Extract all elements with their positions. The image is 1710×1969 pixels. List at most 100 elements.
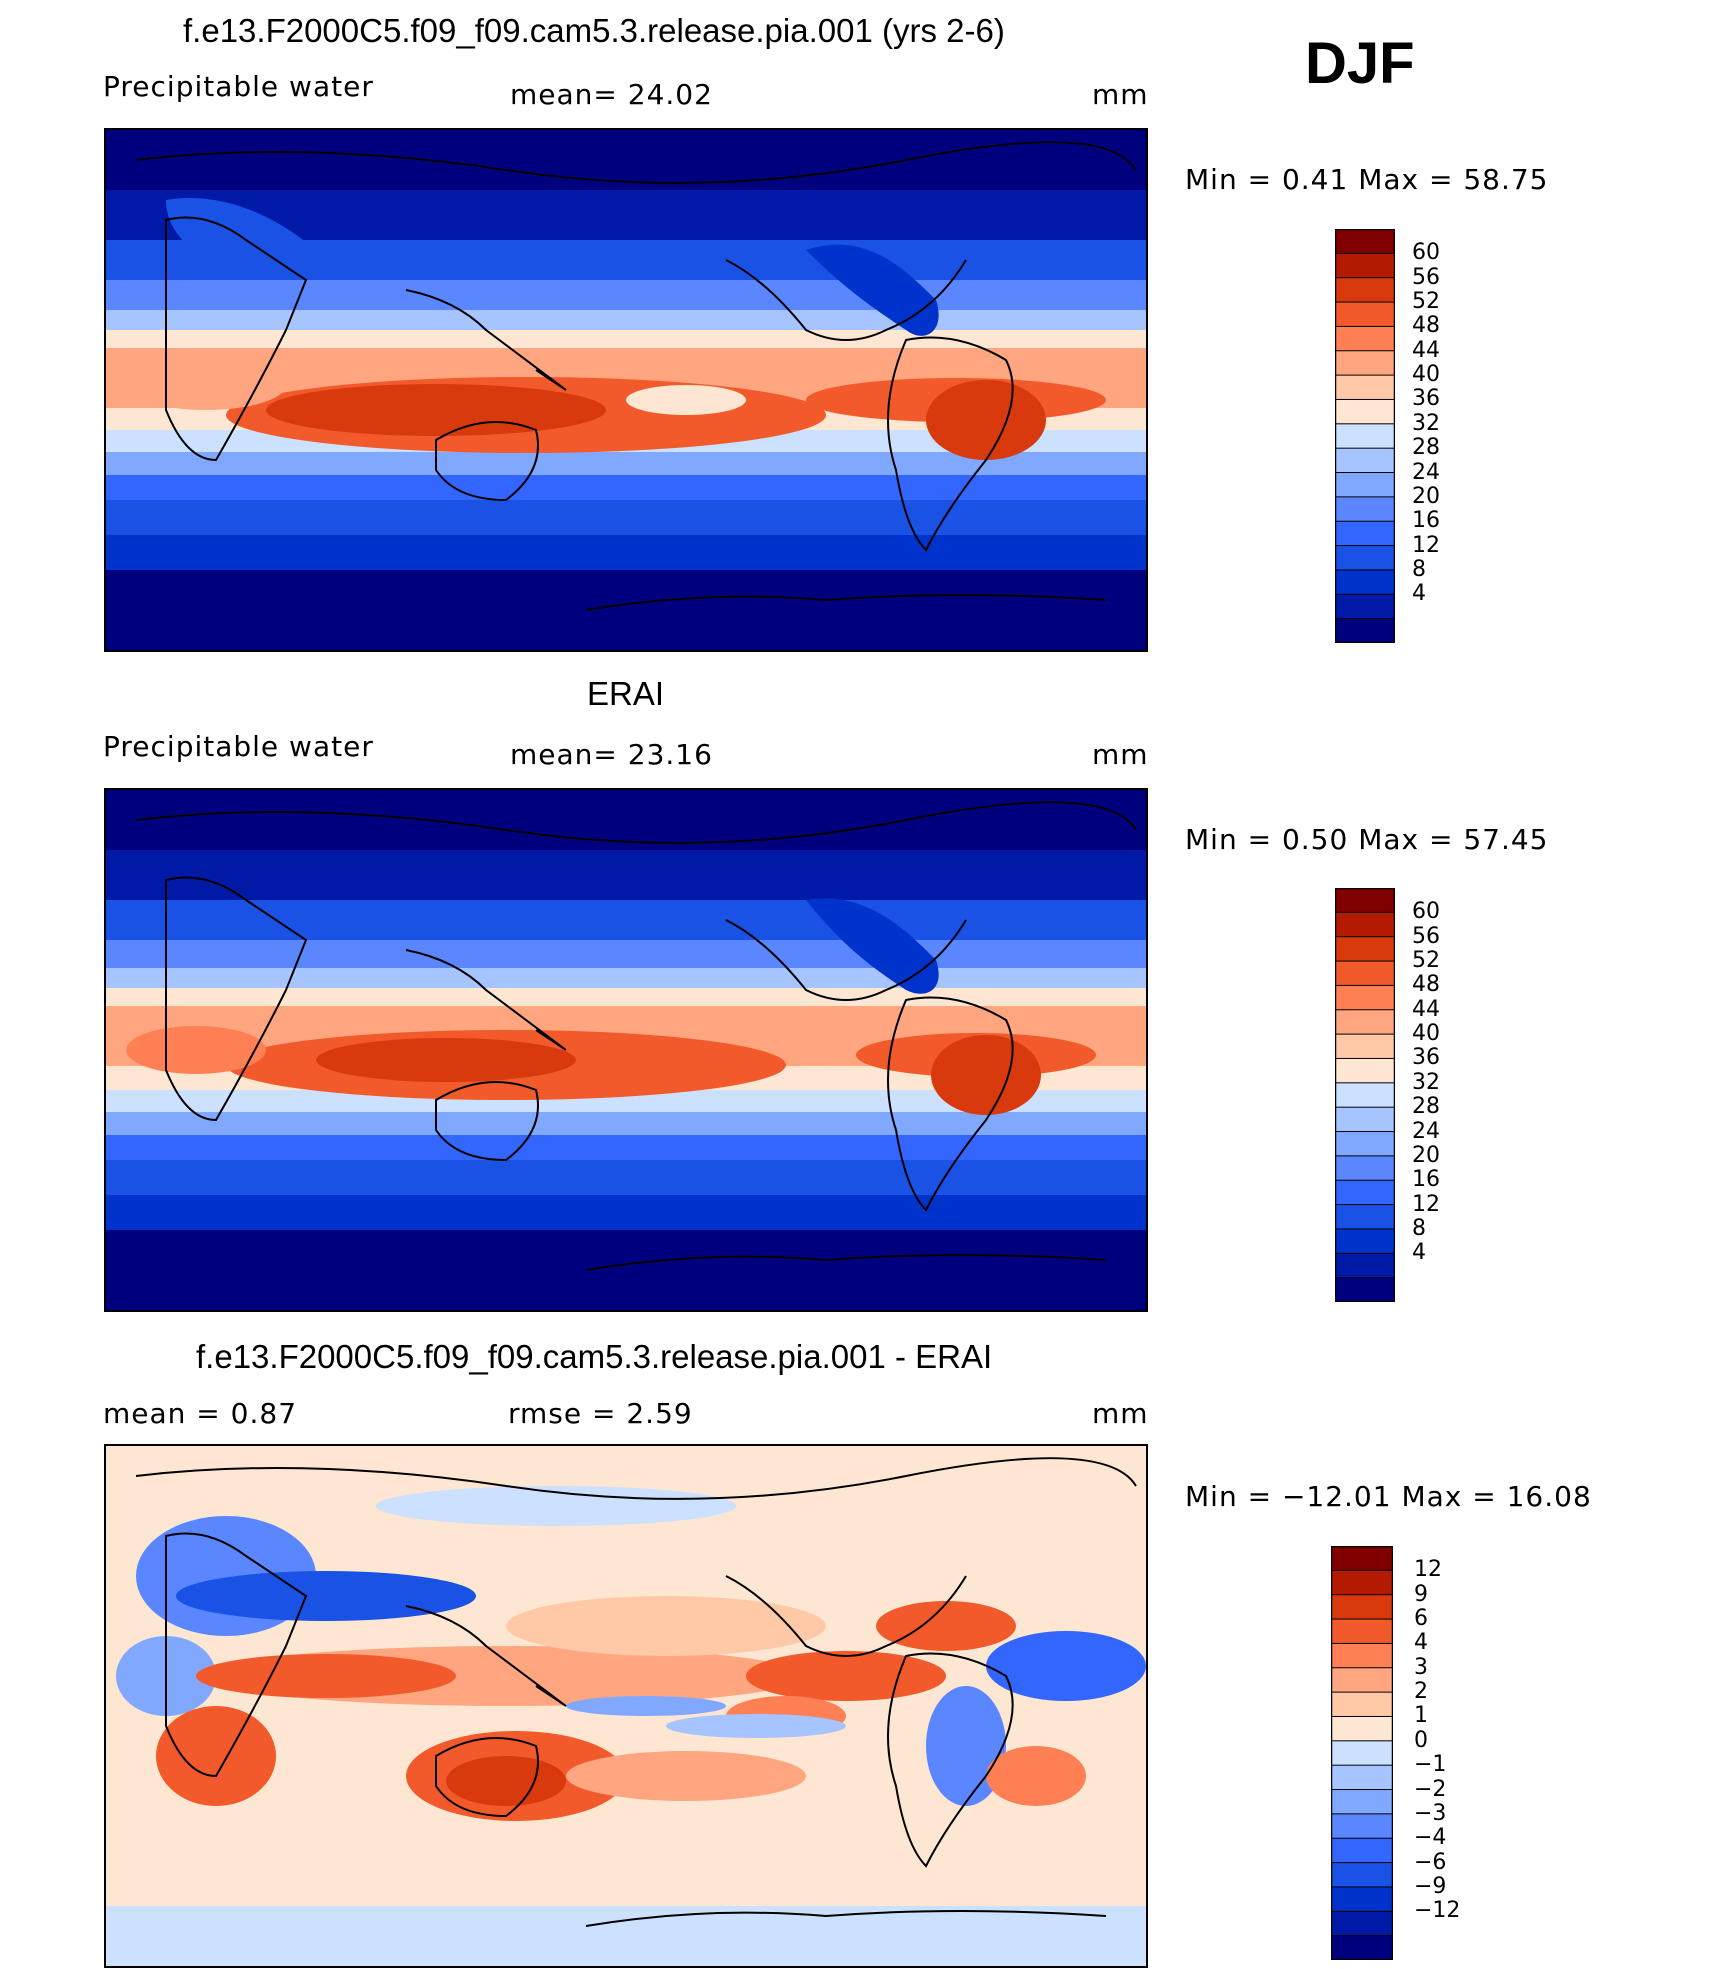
map-diff bbox=[104, 1444, 1148, 1968]
colorbar-tick-label: 12 bbox=[1414, 1557, 1442, 1583]
colorbar-swatch bbox=[1330, 1594, 1394, 1621]
colorbar-obs bbox=[1334, 887, 1396, 1304]
colorbar-swatch bbox=[1334, 593, 1396, 620]
colorbar-swatch bbox=[1330, 1910, 1394, 1937]
colorbar-tick-label: 2 bbox=[1414, 1679, 1428, 1705]
colorbar-tick-label: 16 bbox=[1412, 508, 1440, 534]
colorbar-swatch bbox=[1334, 423, 1396, 450]
colorbar-swatch bbox=[1330, 1813, 1394, 1840]
colorbar-swatch bbox=[1334, 887, 1396, 914]
panel-rmse-diff: rmse = 2.59 bbox=[508, 1397, 693, 1430]
panel-title-diff: f.e13.F2000C5.f09_f09.cam5.3.release.pia… bbox=[196, 1338, 993, 1375]
colorbar-swatch bbox=[1334, 1204, 1396, 1230]
colorbar-tick-label: 48 bbox=[1412, 972, 1440, 998]
colorbar-tick-label: 56 bbox=[1412, 923, 1440, 949]
colorbar-swatch bbox=[1334, 1131, 1396, 1157]
colorbar-tick-label: −6 bbox=[1414, 1849, 1447, 1875]
colorbar-swatch bbox=[1330, 1569, 1394, 1596]
panel-units-model: mm bbox=[1092, 78, 1149, 111]
panel-mean-obs: mean= 23.16 bbox=[510, 738, 713, 771]
colorbar-swatch bbox=[1334, 1252, 1396, 1279]
colorbar-tick-label: 24 bbox=[1412, 459, 1440, 485]
panel-minmax-diff: Min = −12.01 Max = 16.08 bbox=[1185, 1480, 1592, 1513]
panel-title-obs: ERAI bbox=[587, 675, 665, 712]
colorbar-swatch bbox=[1334, 1082, 1396, 1109]
colorbar-tick-label: 32 bbox=[1412, 410, 1440, 436]
colorbar-swatch bbox=[1334, 545, 1396, 571]
colorbar-swatch bbox=[1330, 1691, 1394, 1718]
colorbar-swatch bbox=[1334, 1228, 1396, 1255]
colorbar-model-swatches bbox=[1334, 228, 1396, 645]
colorbar-swatch bbox=[1334, 228, 1396, 255]
colorbar-tick-label: 4 bbox=[1414, 1630, 1428, 1656]
colorbar-tick-label: 20 bbox=[1412, 483, 1440, 509]
colorbar-swatch bbox=[1330, 1545, 1394, 1572]
colorbar-swatch bbox=[1334, 374, 1396, 401]
colorbar-swatch bbox=[1334, 350, 1396, 377]
panel-variable-model: Precipitable water bbox=[103, 70, 374, 103]
colorbar-tick-label: 20 bbox=[1412, 1142, 1440, 1168]
colorbar-tick-label: 28 bbox=[1412, 435, 1440, 461]
map-model-field bbox=[106, 130, 1146, 650]
colorbar-swatch bbox=[1330, 1764, 1394, 1791]
colorbar-swatch bbox=[1330, 1862, 1394, 1888]
colorbar-tick-label: 48 bbox=[1412, 313, 1440, 339]
colorbar-swatch bbox=[1334, 911, 1396, 938]
colorbar-tick-label: 44 bbox=[1412, 996, 1440, 1022]
colorbar-tick-label: −3 bbox=[1414, 1800, 1447, 1826]
colorbar-swatch bbox=[1334, 277, 1396, 304]
colorbar-swatch bbox=[1330, 1886, 1394, 1913]
colorbar-tick-label: 52 bbox=[1412, 948, 1440, 974]
colorbar-swatch bbox=[1334, 1057, 1396, 1084]
colorbar-tick-label: −12 bbox=[1414, 1898, 1461, 1924]
colorbar-swatch bbox=[1334, 960, 1396, 987]
colorbar-swatch bbox=[1334, 1033, 1396, 1060]
colorbar-tick-label: 8 bbox=[1412, 1215, 1426, 1241]
colorbar-tick-label: 56 bbox=[1412, 264, 1440, 290]
colorbar-tick-label: 9 bbox=[1414, 1581, 1428, 1607]
colorbar-tick-label: 16 bbox=[1412, 1167, 1440, 1193]
colorbar-swatch bbox=[1334, 252, 1396, 279]
colorbar-tick-label: 60 bbox=[1412, 240, 1440, 266]
colorbar-tick-label: 60 bbox=[1412, 899, 1440, 925]
colorbar-swatch bbox=[1330, 1715, 1394, 1742]
colorbar-tick-label: 28 bbox=[1412, 1094, 1440, 1120]
colorbar-swatch bbox=[1334, 496, 1396, 523]
panel-minmax-obs: Min = 0.50 Max = 57.45 bbox=[1185, 823, 1549, 856]
colorbar-swatch bbox=[1334, 618, 1396, 645]
colorbar-tick-label: 3 bbox=[1414, 1654, 1428, 1680]
colorbar-tick-label: 36 bbox=[1412, 1045, 1440, 1071]
colorbar-swatch bbox=[1334, 1277, 1396, 1304]
colorbar-swatch bbox=[1330, 1618, 1394, 1645]
colorbar-tick-label: 8 bbox=[1412, 556, 1426, 582]
colorbar-tick-label: −2 bbox=[1414, 1776, 1447, 1802]
colorbar-tick-label: 0 bbox=[1414, 1727, 1428, 1753]
colorbar-swatch bbox=[1334, 1179, 1396, 1206]
colorbar-tick-label: 6 bbox=[1414, 1606, 1428, 1632]
panel-units-obs: mm bbox=[1092, 738, 1149, 771]
colorbar-swatch bbox=[1334, 325, 1396, 352]
colorbar-swatch bbox=[1334, 301, 1396, 328]
colorbar-tick-label: −9 bbox=[1414, 1873, 1447, 1899]
colorbar-model bbox=[1334, 228, 1396, 645]
colorbar-tick-label: 12 bbox=[1412, 1191, 1440, 1217]
colorbar-diff bbox=[1330, 1545, 1394, 1962]
colorbar-swatch bbox=[1334, 398, 1396, 425]
colorbar-tick-label: 12 bbox=[1412, 532, 1440, 558]
colorbar-tick-label: 44 bbox=[1412, 337, 1440, 363]
colorbar-swatch bbox=[1330, 1789, 1394, 1815]
map-obs bbox=[104, 788, 1148, 1312]
colorbar-swatch bbox=[1334, 520, 1396, 547]
panel-minmax-model: Min = 0.41 Max = 58.75 bbox=[1185, 163, 1549, 196]
colorbar-tick-label: 24 bbox=[1412, 1118, 1440, 1144]
colorbar-swatch bbox=[1334, 1155, 1396, 1182]
colorbar-tick-label: 32 bbox=[1412, 1069, 1440, 1095]
panel-variable-obs: Precipitable water bbox=[103, 730, 374, 763]
season-label: DJF bbox=[1305, 31, 1415, 96]
colorbar-tick-label: 52 bbox=[1412, 289, 1440, 315]
colorbar-swatch bbox=[1334, 472, 1396, 498]
colorbar-tick-label: −4 bbox=[1414, 1825, 1447, 1851]
colorbar-swatch bbox=[1330, 1935, 1394, 1962]
colorbar-tick-label: 4 bbox=[1412, 1240, 1426, 1266]
colorbar-tick-label: 36 bbox=[1412, 386, 1440, 412]
